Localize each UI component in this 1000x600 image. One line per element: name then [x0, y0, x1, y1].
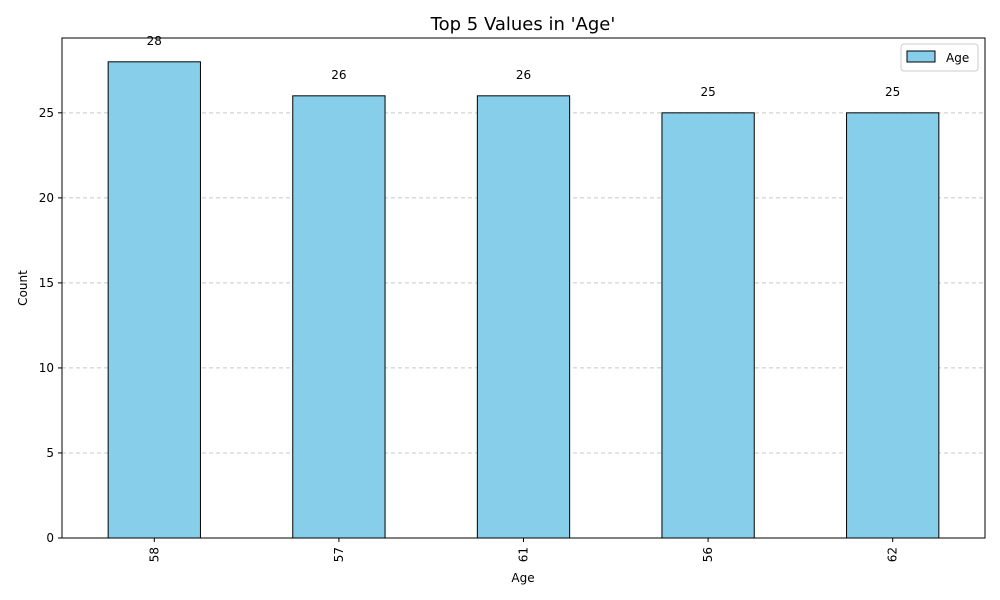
bar-58: [107, 61, 201, 539]
bar-61: [476, 95, 571, 539]
x-axis-label: Age: [511, 571, 534, 585]
y-tick-label-25: 25: [39, 106, 54, 120]
x-tick-label-58: 58: [147, 547, 161, 562]
data-label-62: 25: [885, 85, 900, 99]
data-labels: 28 26 26 25 25: [147, 34, 901, 99]
bar-56: [661, 112, 755, 539]
bar-57: [292, 95, 386, 539]
y-axis-ticks: 0 5 10 15 20 25: [39, 106, 62, 545]
y-tick-label-15: 15: [39, 276, 54, 290]
data-label-61: 26: [516, 68, 531, 82]
x-tick-label-62: 62: [886, 547, 900, 562]
x-tick-label-57: 57: [332, 547, 346, 562]
data-label-58: 28: [147, 34, 162, 48]
chart-title: Top 5 Values in 'Age': [430, 14, 616, 35]
data-label-57: 26: [331, 68, 346, 82]
y-tick-label-5: 5: [46, 446, 54, 460]
y-tick-label-0: 0: [46, 531, 54, 545]
legend: Age: [900, 43, 979, 72]
bar-62: [846, 112, 940, 539]
x-tick-label-56: 56: [701, 547, 715, 562]
legend-swatch: [906, 50, 936, 63]
y-tick-label-20: 20: [39, 191, 54, 205]
y-axis-label: Count: [16, 270, 30, 306]
x-axis-ticks: 58 57 61 56 62: [147, 538, 900, 562]
legend-label: Age: [946, 51, 969, 65]
data-label-56: 25: [700, 85, 715, 99]
y-tick-label-10: 10: [39, 361, 54, 375]
x-tick-label-61: 61: [517, 547, 531, 562]
bars: [107, 61, 940, 539]
